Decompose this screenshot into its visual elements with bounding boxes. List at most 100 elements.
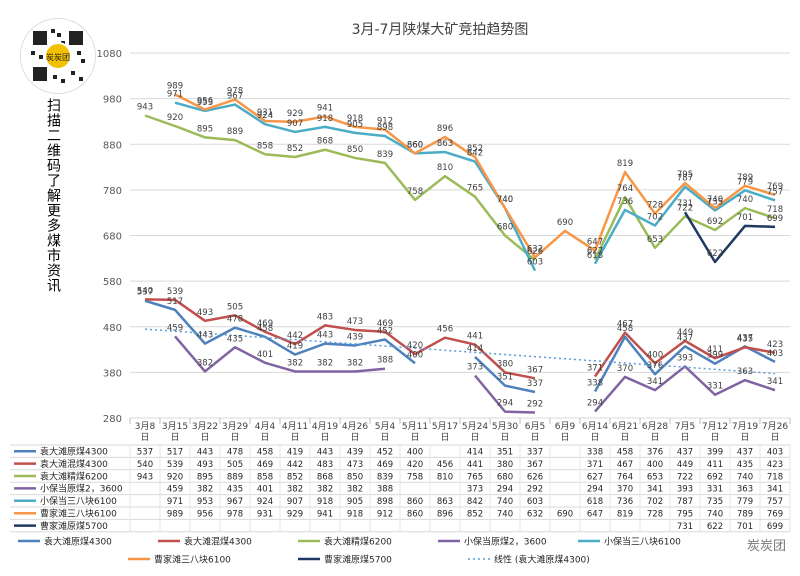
y-tick-label: 380 — [103, 368, 122, 379]
table-row-label: 小保当三八块6100 — [40, 495, 117, 507]
data-label: 338 — [587, 379, 603, 389]
table-cell: 632 — [527, 510, 543, 520]
table-cell: 292 — [527, 485, 543, 495]
table-cell: 382 — [287, 485, 303, 495]
table-cell: 493 — [197, 460, 213, 470]
table-cell: 443 — [197, 448, 213, 458]
table-cell: 626 — [527, 472, 543, 482]
data-label: 505 — [227, 302, 243, 312]
x-tick-label: 6月9 日 — [555, 421, 576, 443]
table-cell: 458 — [257, 448, 273, 458]
data-label: 442 — [287, 331, 303, 341]
table-cell: 918 — [347, 510, 363, 520]
table-cell: 603 — [527, 497, 543, 507]
legend-label: 线性 (袁大滩原煤4300) — [494, 554, 590, 566]
data-label: 896 — [437, 124, 453, 134]
table-cell: 860 — [407, 497, 423, 507]
data-label: 331 — [707, 382, 723, 392]
data-label: 722 — [677, 203, 693, 213]
data-label: 537 — [137, 288, 153, 298]
series-line — [174, 93, 776, 259]
data-label: 860 — [407, 140, 423, 150]
table-cell: 967 — [227, 497, 243, 507]
data-label: 740 — [707, 195, 723, 205]
data-label: 622 — [707, 249, 723, 259]
data-label: 294 — [587, 399, 603, 409]
table-cell: 469 — [377, 460, 393, 470]
table-cell: 363 — [737, 485, 753, 495]
table-cell: 437 — [677, 448, 693, 458]
legend-label: 袁大滩混煤4300 — [184, 536, 252, 548]
table-cell: 810 — [437, 472, 453, 482]
data-label: 967 — [227, 92, 243, 102]
x-tick-label: 5月11 日 — [402, 421, 428, 443]
data-label: 731 — [677, 199, 693, 209]
legend-label: 袁大滩精煤6200 — [324, 536, 392, 548]
table-cell: 351 — [497, 448, 513, 458]
x-tick-label: 7月19 日 — [732, 421, 758, 443]
table-cell: 371 — [587, 460, 603, 470]
legend-label: 曹家滩三八块6100 — [154, 554, 231, 566]
table-cell: 758 — [407, 472, 423, 482]
table-cell: 483 — [317, 460, 333, 470]
data-label: 367 — [527, 365, 543, 375]
data-label: 956 — [197, 97, 213, 107]
data-label: 423 — [767, 340, 783, 350]
data-label: 419 — [287, 342, 303, 352]
table-cell: 367 — [527, 460, 543, 470]
series-line — [144, 298, 536, 380]
table-cell: 423 — [767, 460, 783, 470]
table-cell: 722 — [677, 472, 693, 482]
data-label: 399 — [707, 351, 723, 361]
table-cell: 537 — [137, 448, 153, 458]
x-tick-label: 3月15 日 — [162, 421, 188, 443]
legend-label: 小保当原煤2，3600 — [464, 536, 547, 548]
table-cell: 839 — [377, 472, 393, 482]
data-label: 473 — [347, 317, 363, 327]
table-cell: 956 — [197, 510, 213, 520]
data-label: 539 — [167, 287, 183, 297]
x-tick-label: 5月24 日 — [462, 421, 488, 443]
data-label: 370 — [617, 364, 633, 374]
data-label: 411 — [707, 345, 723, 355]
data-label: 920 — [167, 113, 183, 123]
table-cell: 478 — [227, 448, 243, 458]
data-label: 769 — [767, 182, 783, 192]
table-cell: 437 — [737, 448, 753, 458]
data-label: 852 — [467, 144, 483, 154]
table-cell: 718 — [767, 472, 783, 482]
data-label: 758 — [407, 187, 423, 197]
table-cell: 863 — [437, 497, 453, 507]
table-cell: 858 — [257, 472, 273, 482]
series-line — [174, 101, 537, 272]
data-label: 740 — [737, 195, 753, 205]
table-cell: 740 — [737, 472, 753, 482]
data-label: 895 — [197, 124, 213, 134]
table-cell: 850 — [347, 472, 363, 482]
data-label: 292 — [527, 400, 543, 410]
x-tick-label: 7月12 日 — [702, 421, 728, 443]
data-label: 905 — [347, 120, 363, 130]
data-label: 779 — [737, 177, 753, 187]
table-cell: 795 — [677, 510, 693, 520]
table-cell: 539 — [167, 460, 183, 470]
table-cell: 852 — [467, 510, 483, 520]
table-cell: 459 — [167, 485, 183, 495]
data-label: 400 — [647, 350, 663, 360]
table-cell: 449 — [677, 460, 693, 470]
x-tick-label: 7月5 日 — [675, 421, 695, 443]
table-cell: 918 — [317, 497, 333, 507]
data-label: 483 — [317, 312, 333, 322]
table-cell: 443 — [317, 448, 333, 458]
y-tick-label: 680 — [103, 232, 122, 243]
table-cell: 435 — [227, 485, 243, 495]
table-cell: 765 — [467, 472, 483, 482]
table-cell: 442 — [287, 460, 303, 470]
data-label: 868 — [317, 137, 333, 147]
table-row-label: 曹家滩原煤5700 — [40, 520, 108, 532]
table-cell: 382 — [197, 485, 213, 495]
x-tick-label: 5月30 日 — [492, 421, 518, 443]
table-cell: 895 — [197, 472, 213, 482]
side-promo-text: 扫描二维码了解更多煤市资讯 — [45, 98, 61, 293]
